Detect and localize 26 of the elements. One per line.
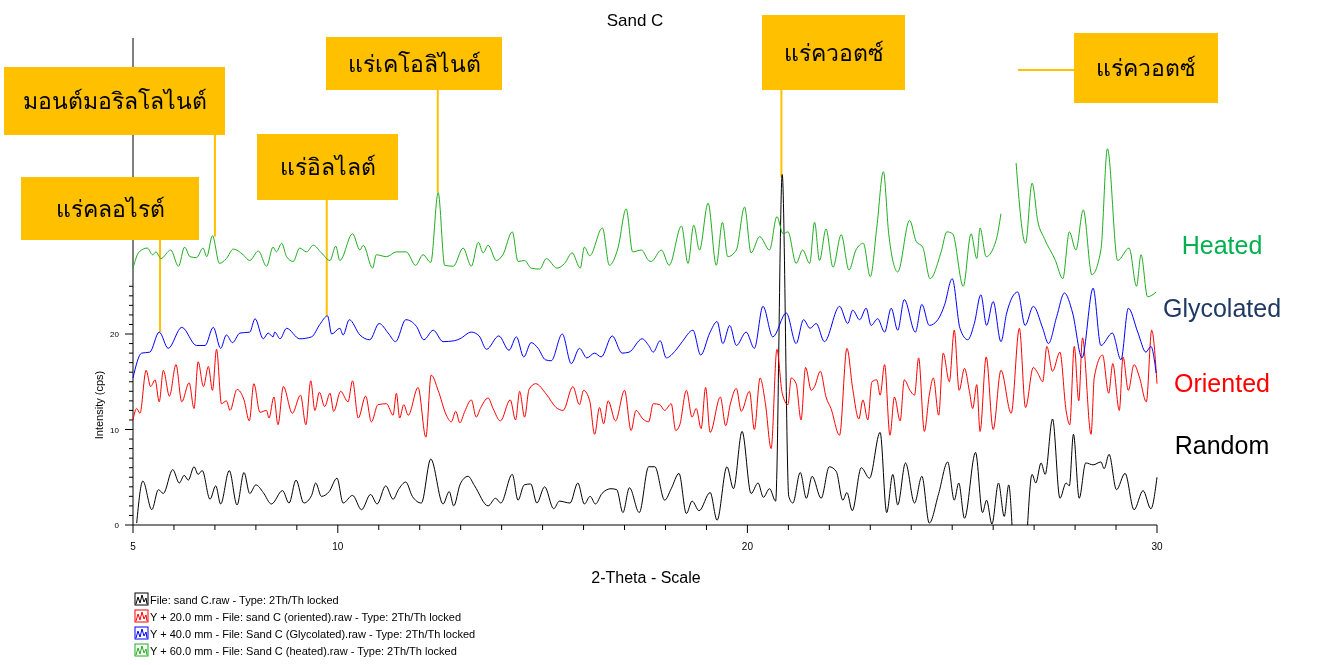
text: Random — [1174, 431, 1270, 459]
legend-label: Y + 40.0 mm - File: Sand C (Glycolated).raw - Type: 2Th/Th locked — [150, 628, 476, 640]
y-tick-label: 20 — [110, 330, 120, 340]
x-tick-label: 20 — [741, 541, 754, 552]
annotation: แร่คลอไรต์ — [55, 195, 165, 222]
y-axis-title: Intensity (cps) — [93, 370, 105, 440]
line-series — [132, 278, 1157, 379]
x-tick-label: 10 — [332, 541, 344, 552]
text: Glycolated — [1162, 294, 1282, 322]
annotation: แร่เคโอลิไนต์ — [347, 50, 481, 77]
text: Heated — [1181, 231, 1263, 259]
text: Oriented — [1174, 369, 1270, 397]
annotation: แร่ควอตซ์ — [1096, 55, 1196, 81]
chart-title: Sand C — [606, 11, 664, 30]
annotation: แร่อิลไลต์ — [279, 154, 376, 180]
x-axis-title: 2-Theta - Scale — [591, 569, 701, 586]
annotation: มอนต์มอริลโลไนต์ — [22, 88, 207, 114]
legend-label: Y + 20.0 mm - File: sand C (oriented).raw - Type: 2Th/Th locked — [150, 611, 462, 623]
line-series — [132, 327, 1158, 450]
y-tick-label: 10 — [110, 425, 120, 435]
legend-label: Y + 60.0 mm - File: Sand C (heated).raw - Type: 2Th/Th locked — [150, 645, 457, 657]
annotation: แร่ควอตซ์ — [783, 39, 884, 66]
y-tick-label: 0 — [114, 521, 120, 530]
x-tick-label: 30 — [1151, 541, 1163, 552]
x-tick-label: 5 — [130, 541, 137, 552]
legend-label: File: sand C.raw - Type: 2Th/Th locked — [150, 594, 339, 606]
